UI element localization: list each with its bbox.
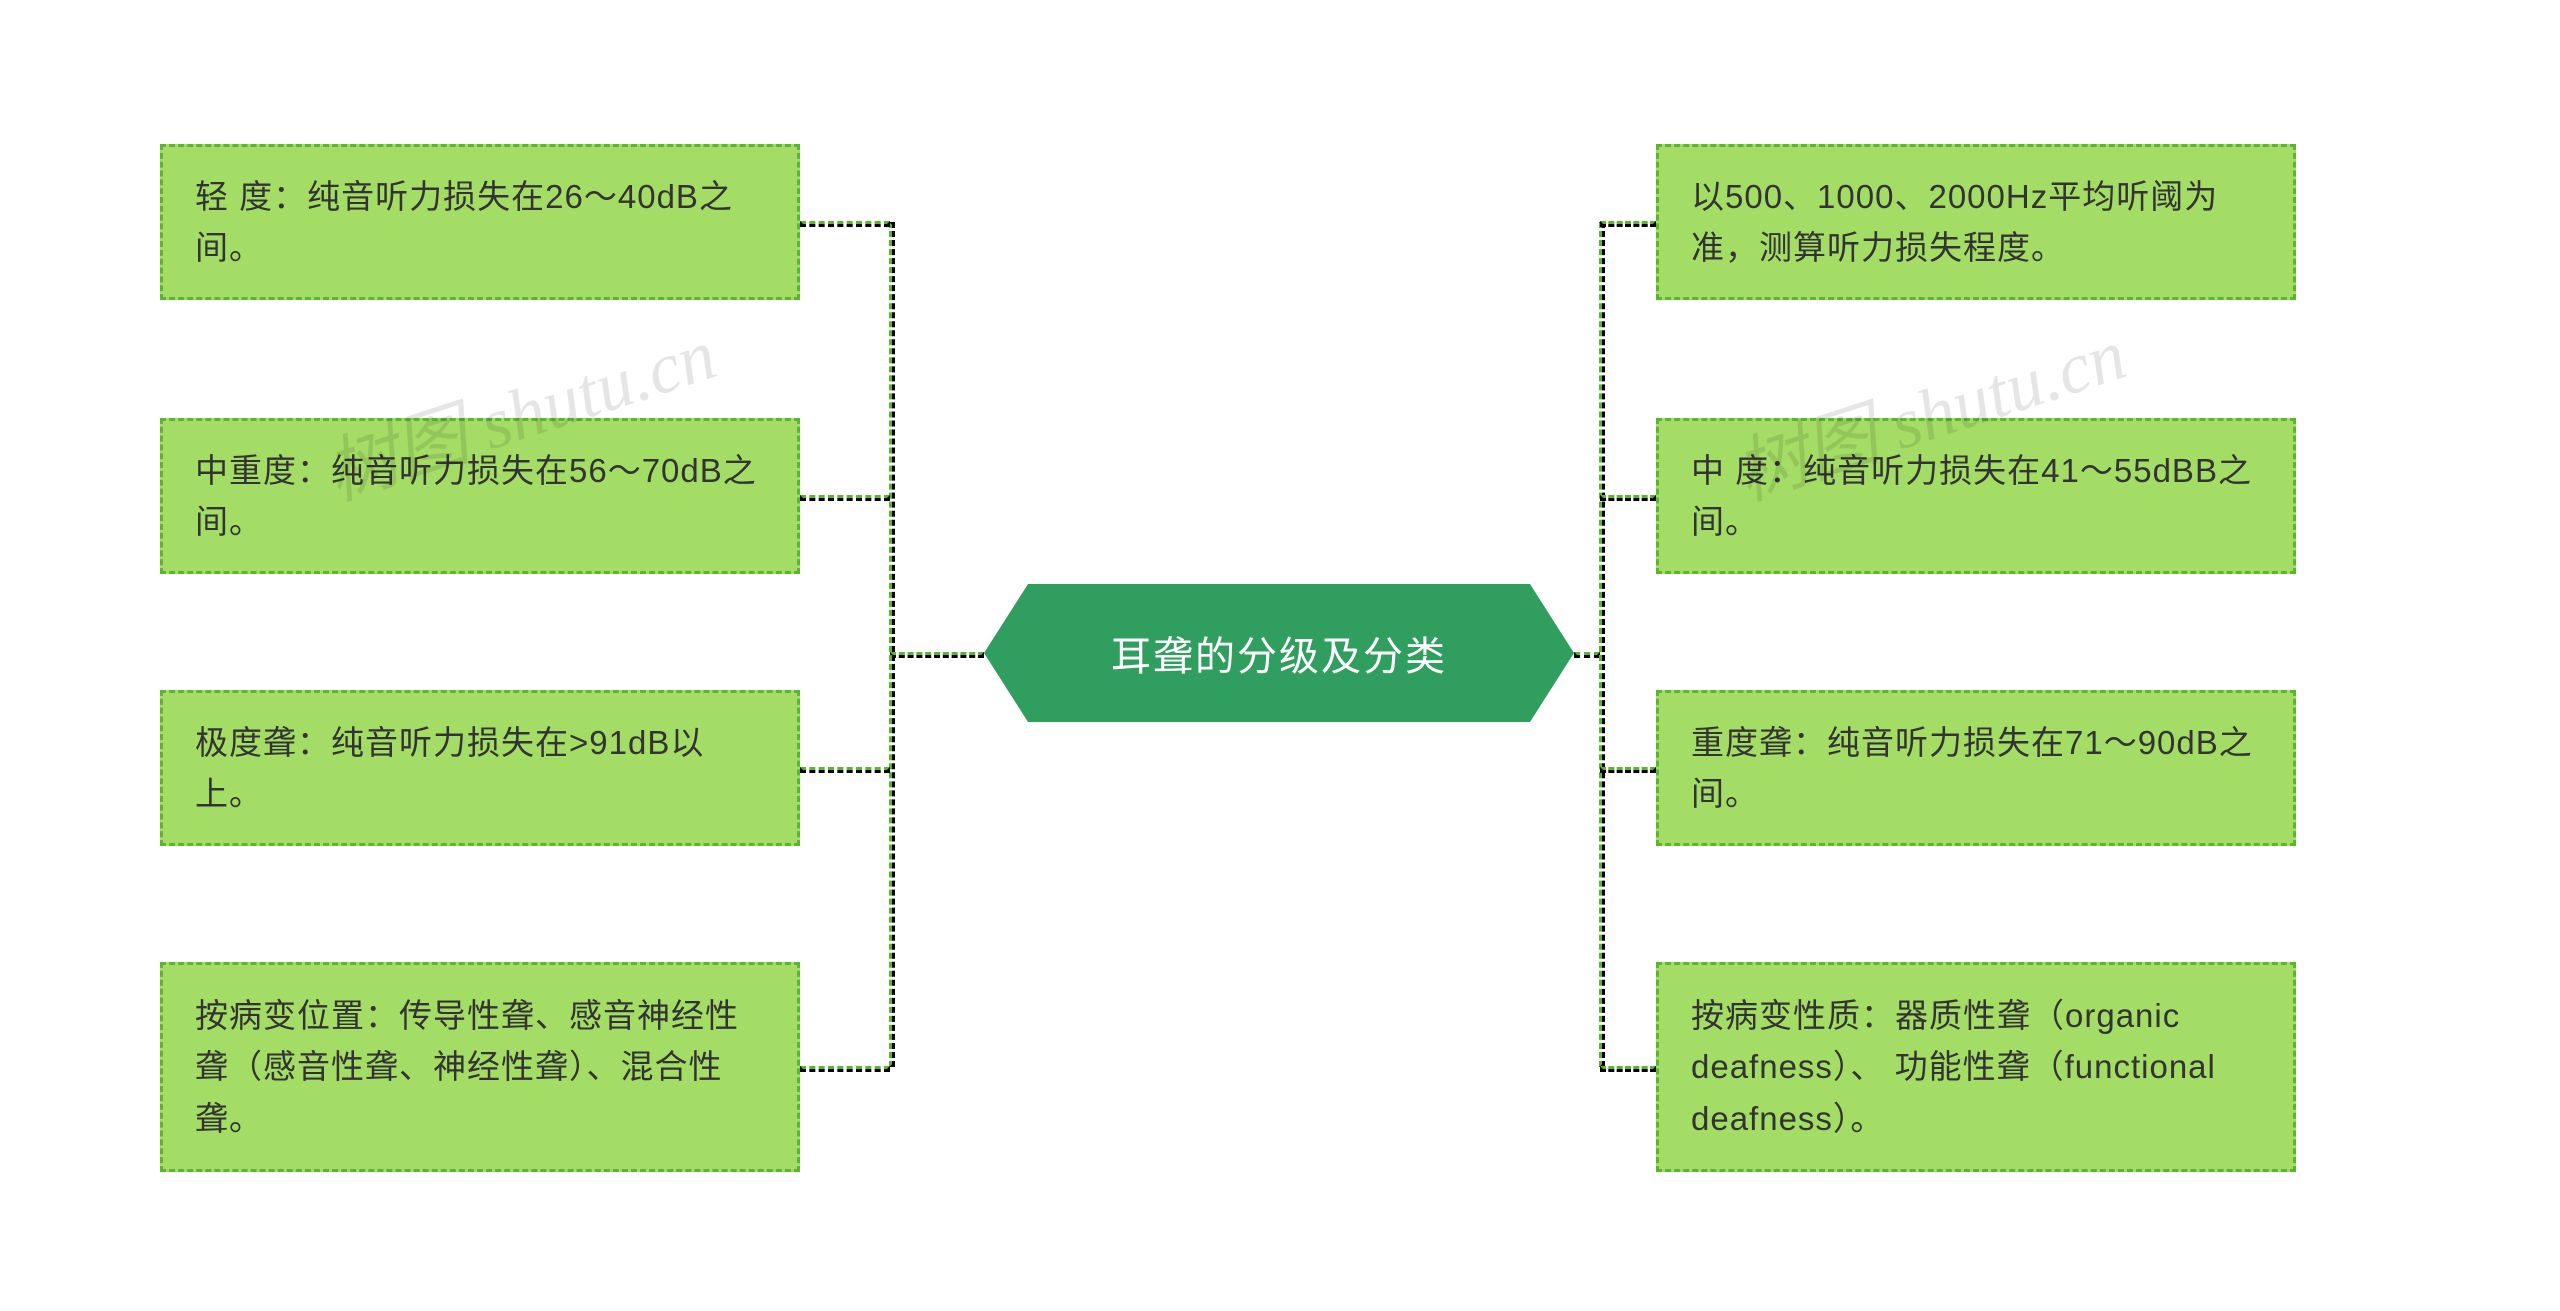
right-node-label: 中 度：纯音听力损失在41～55dBB之间。 <box>1691 445 2261 547</box>
connector-h <box>800 221 890 227</box>
right-node-3: 按病变性质：器质性聋（organic deafness）、 功能性聋（funct… <box>1656 962 2296 1172</box>
right-node-label: 按病变性质：器质性聋（organic deafness）、 功能性聋（funct… <box>1691 990 2261 1143</box>
connector-h <box>1574 652 1600 658</box>
connector-h <box>800 767 890 773</box>
connector-h <box>800 1066 890 1072</box>
connector-v <box>1599 222 1605 1067</box>
connector-h <box>1600 495 1656 501</box>
connector-h <box>1600 1066 1656 1072</box>
left-node-label: 轻 度：纯音听力损失在26～40dB之间。 <box>195 171 765 273</box>
left-node-1: 中重度：纯音听力损失在56～70dB之间。 <box>160 418 800 574</box>
connector-h <box>1600 767 1656 773</box>
right-node-0: 以500、1000、2000Hz平均听阈为准，测算听力损失程度。 <box>1656 144 2296 300</box>
right-node-2: 重度聋：纯音听力损失在71～90dB之间。 <box>1656 690 2296 846</box>
right-node-1: 中 度：纯音听力损失在41～55dBB之间。 <box>1656 418 2296 574</box>
connector-h <box>890 652 984 658</box>
left-node-3: 按病变位置：传导性聋、感音神经性聋（感音性聋、神经性聋）、混合性聋。 <box>160 962 800 1172</box>
connector-h <box>1600 221 1656 227</box>
mindmap-canvas: 耳聋的分级及分类 轻 度：纯音听力损失在26～40dB之间。中重度：纯音听力损失在… <box>0 0 2560 1311</box>
center-label: 耳聋的分级及分类 <box>984 624 1574 682</box>
connector-h <box>800 495 890 501</box>
right-node-label: 重度聋：纯音听力损失在71～90dB之间。 <box>1691 717 2261 819</box>
right-node-label: 以500、1000、2000Hz平均听阈为准，测算听力损失程度。 <box>1691 171 2261 273</box>
left-node-0: 轻 度：纯音听力损失在26～40dB之间。 <box>160 144 800 300</box>
left-node-label: 中重度：纯音听力损失在56～70dB之间。 <box>195 445 765 547</box>
left-node-label: 极度聋：纯音听力损失在>91dB以上。 <box>195 717 765 819</box>
left-node-2: 极度聋：纯音听力损失在>91dB以上。 <box>160 690 800 846</box>
left-node-label: 按病变位置：传导性聋、感音神经性聋（感音性聋、神经性聋）、混合性聋。 <box>195 990 765 1143</box>
center-node: 耳聋的分级及分类 <box>984 584 1574 722</box>
connector-v <box>889 222 895 1067</box>
